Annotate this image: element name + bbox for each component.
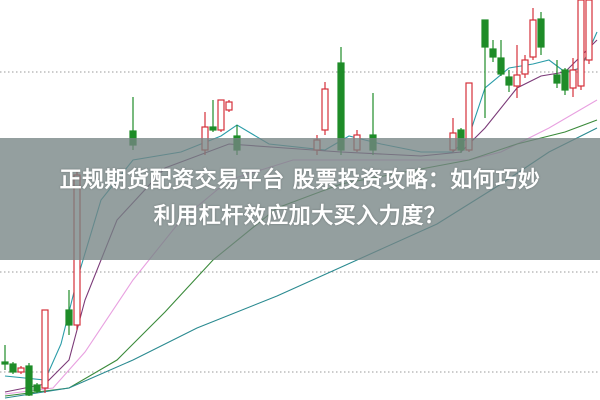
candle-body [561, 69, 569, 91]
candle-body [569, 69, 577, 89]
title-line-1: 正规期货配资交易平台 股票投资攻略：如何巧妙 [59, 168, 541, 193]
candle-body [497, 57, 505, 75]
candle-body [585, 0, 593, 61]
candle-body [17, 367, 25, 373]
candle-body [209, 126, 217, 131]
candle-body [537, 18, 545, 48]
candle-body [577, 0, 585, 87]
candle-body [33, 384, 41, 392]
candle-body [513, 74, 521, 87]
candle-body [553, 74, 561, 84]
candle-body [1, 361, 9, 365]
candle-body [529, 19, 537, 58]
candle-body [481, 19, 489, 48]
candle-body [337, 62, 345, 151]
candle-body [321, 88, 329, 131]
candle-body [9, 363, 17, 373]
candle-body [505, 76, 513, 86]
candle-body [225, 101, 233, 111]
candle-body [65, 309, 73, 326]
candle-body [489, 48, 497, 58]
candle-body [25, 365, 33, 396]
title-line-2: 利用杠杆效应加大买入力度？ [153, 204, 447, 229]
candle-body [217, 99, 225, 131]
candle-body [521, 59, 529, 75]
title-banner: 正规期货配资交易平台 股票投资攻略：如何巧妙 利用杠杆效应加大买入力度？ [0, 138, 600, 260]
candle-body [41, 309, 49, 389]
